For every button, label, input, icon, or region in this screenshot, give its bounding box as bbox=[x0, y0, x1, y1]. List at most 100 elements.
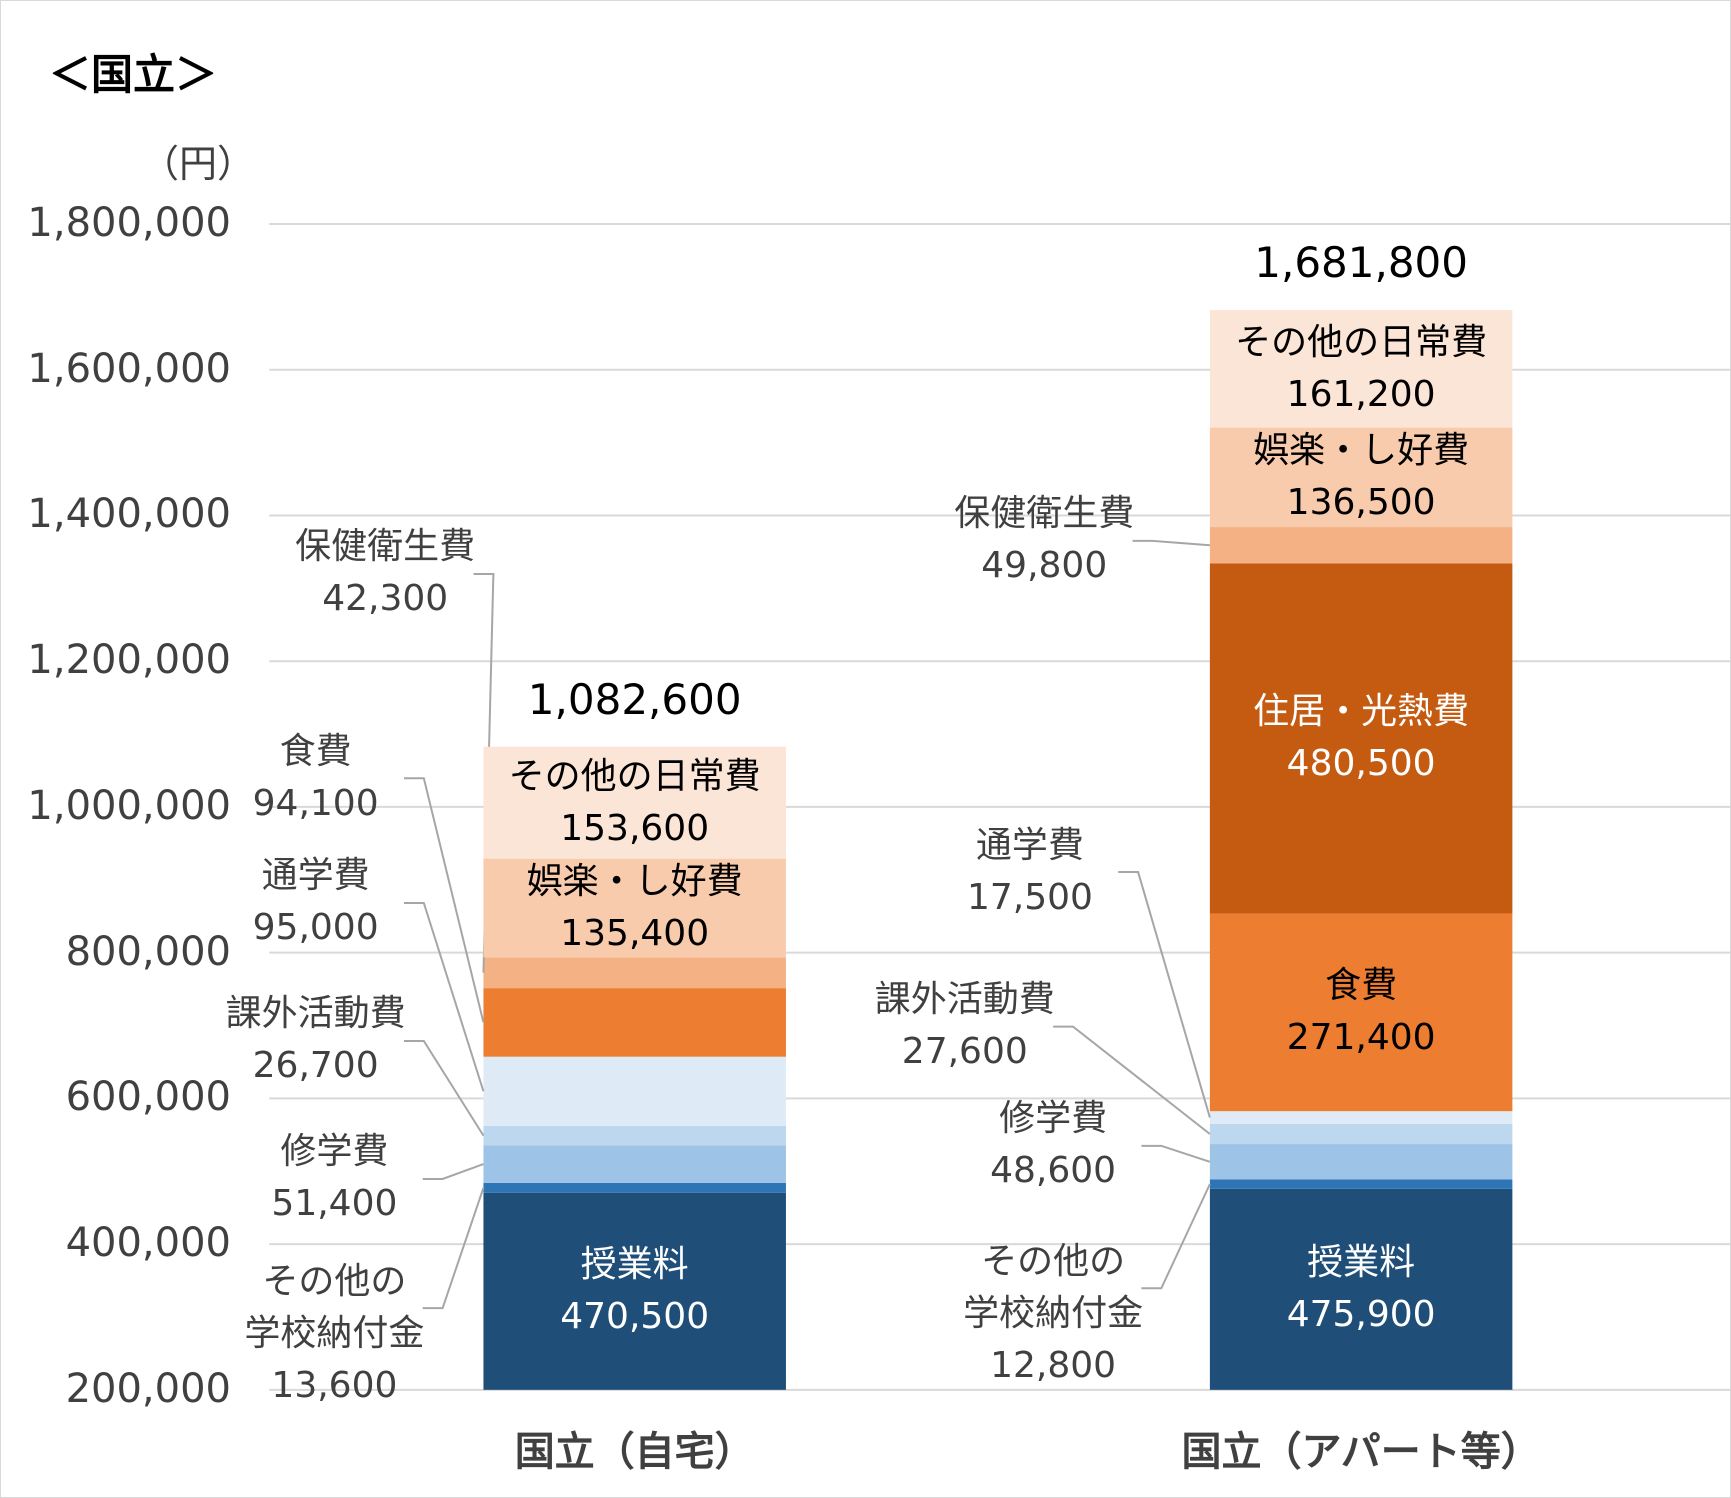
value-label: 51,400 bbox=[271, 1183, 398, 1225]
segment-label: 娯楽・し好費 135,400 bbox=[527, 856, 743, 960]
series-name: 住居・光熱費 bbox=[1253, 691, 1470, 733]
series-name: その他の日常費 bbox=[508, 755, 761, 797]
series-name: 課外活動費 bbox=[225, 993, 406, 1035]
bar-segment bbox=[483, 1056, 786, 1126]
bar-segment bbox=[483, 988, 786, 1057]
bar-segment bbox=[1209, 1188, 1513, 1390]
value-label: 161,200 bbox=[1286, 373, 1436, 415]
bar-segment bbox=[1209, 527, 1513, 564]
bar-segment bbox=[1209, 1111, 1513, 1124]
series-name: 保健衛生費 bbox=[295, 526, 476, 568]
leader-line bbox=[1053, 1025, 1211, 1135]
callout-label: 通学費 17,500 bbox=[967, 820, 1093, 924]
series-name: 授業料 bbox=[1307, 1242, 1416, 1284]
value-label: 480,500 bbox=[1286, 743, 1436, 785]
value-label: 94,100 bbox=[252, 782, 379, 824]
bar-segment bbox=[483, 1145, 786, 1183]
value-label: 153,600 bbox=[560, 807, 710, 849]
segment-label: その他の日常費 161,200 bbox=[1235, 317, 1487, 421]
value-label: 12,800 bbox=[990, 1344, 1117, 1386]
value-label: 136,500 bbox=[1286, 482, 1436, 524]
leader-line bbox=[1132, 539, 1210, 547]
y-tick-label: 1,800,000 bbox=[27, 200, 231, 246]
y-tick-label: 1,200,000 bbox=[27, 637, 231, 684]
total-label: 1,082,600 bbox=[527, 674, 742, 724]
bar-segment bbox=[1209, 1123, 1513, 1145]
y-unit: （円） bbox=[141, 142, 256, 186]
bar-segment bbox=[1209, 563, 1513, 914]
segment-label: 食費 271,400 bbox=[1287, 960, 1436, 1064]
leader-line bbox=[403, 901, 485, 1092]
value-label: 475,900 bbox=[1286, 1294, 1436, 1336]
callout-label: 通学費 95,000 bbox=[253, 850, 379, 954]
leader-line bbox=[403, 777, 485, 1023]
x-tick-label: 国立（自宅） bbox=[514, 1429, 755, 1476]
value-label: 26,700 bbox=[252, 1045, 379, 1087]
leader-line bbox=[1118, 871, 1211, 1118]
callout-label: 保健衛生費 42,300 bbox=[295, 521, 475, 625]
value-label: 470,500 bbox=[560, 1296, 710, 1338]
leader-line bbox=[403, 1039, 485, 1137]
y-tick-label: 1,400,000 bbox=[27, 491, 231, 538]
bar-segment bbox=[483, 957, 786, 989]
series-name: 娯楽・し好費 bbox=[1253, 430, 1470, 472]
segment-label: 授業料 475,900 bbox=[1287, 1237, 1436, 1341]
bar-segment bbox=[1209, 1144, 1513, 1180]
value-label: 27,600 bbox=[901, 1031, 1028, 1073]
value-label: 135,400 bbox=[560, 912, 710, 954]
callout-label: その他の 学校納付金 12,800 bbox=[963, 1236, 1143, 1392]
leader-line bbox=[1141, 1183, 1211, 1290]
series-name: 課外活動費 bbox=[874, 979, 1055, 1021]
value-label: 49,800 bbox=[981, 545, 1108, 587]
y-tick-label: 800,000 bbox=[65, 928, 231, 975]
y-tick-label: 1,000,000 bbox=[27, 782, 231, 829]
series-name: 食費 bbox=[279, 730, 352, 772]
series-name: その他の 学校納付金 bbox=[963, 1240, 1144, 1334]
series-name: 授業料 bbox=[580, 1244, 689, 1286]
bar-segment bbox=[483, 1192, 786, 1390]
y-tick-label: 400,000 bbox=[65, 1220, 231, 1267]
value-label: 95,000 bbox=[252, 907, 379, 949]
leader-line bbox=[422, 1163, 484, 1180]
bar-segment bbox=[483, 858, 786, 958]
callout-label: 課外活動費 26,700 bbox=[226, 988, 406, 1092]
series-name: 保健衛生費 bbox=[954, 493, 1135, 535]
series-name: 修学費 bbox=[280, 1131, 389, 1173]
chart-title: ＜国立＞ bbox=[49, 50, 218, 99]
total-label: 1,681,800 bbox=[1254, 238, 1469, 288]
bar-segment bbox=[1209, 1179, 1513, 1189]
y-tick-label: 1,600,000 bbox=[27, 345, 231, 392]
value-label: 42,300 bbox=[322, 578, 449, 620]
bar-segment bbox=[483, 746, 786, 859]
bar-segment bbox=[1209, 427, 1513, 528]
segment-label: その他の日常費 153,600 bbox=[509, 751, 761, 855]
callout-label: 課外活動費 27,600 bbox=[875, 974, 1055, 1078]
bar-segment bbox=[483, 1182, 786, 1193]
series-name: 通学費 bbox=[261, 855, 370, 897]
bar-segment bbox=[1209, 913, 1513, 1112]
series-name: その他の日常費 bbox=[1235, 321, 1488, 363]
leader-line bbox=[422, 1187, 485, 1310]
y-tick-label: 600,000 bbox=[65, 1074, 231, 1121]
bar-segment bbox=[483, 1125, 786, 1146]
leader-line bbox=[1141, 1144, 1211, 1163]
series-name: その他の 学校納付金 bbox=[244, 1260, 425, 1354]
segment-label: 住居・光熱費 480,500 bbox=[1253, 686, 1469, 790]
segment-label: 娯楽・し好費 136,500 bbox=[1253, 425, 1469, 529]
series-name: 通学費 bbox=[975, 824, 1084, 866]
bar-segment bbox=[1209, 310, 1513, 428]
callout-label: 修学費 48,600 bbox=[990, 1093, 1116, 1197]
value-label: 48,600 bbox=[990, 1150, 1117, 1192]
series-name: 食費 bbox=[1325, 965, 1398, 1007]
x-tick-label: 国立（アパート等） bbox=[1181, 1429, 1541, 1476]
series-name: 娯楽・し好費 bbox=[526, 860, 743, 902]
callout-label: 修学費 51,400 bbox=[271, 1126, 397, 1230]
callout-label: その他の 学校納付金 13,600 bbox=[244, 1256, 424, 1412]
value-label: 17,500 bbox=[966, 876, 1093, 918]
series-name: 修学費 bbox=[999, 1098, 1108, 1140]
segment-label: 授業料 470,500 bbox=[560, 1239, 709, 1343]
callout-label: 食費 94,100 bbox=[253, 726, 379, 830]
callout-label: 保健衛生費 49,800 bbox=[954, 488, 1134, 592]
